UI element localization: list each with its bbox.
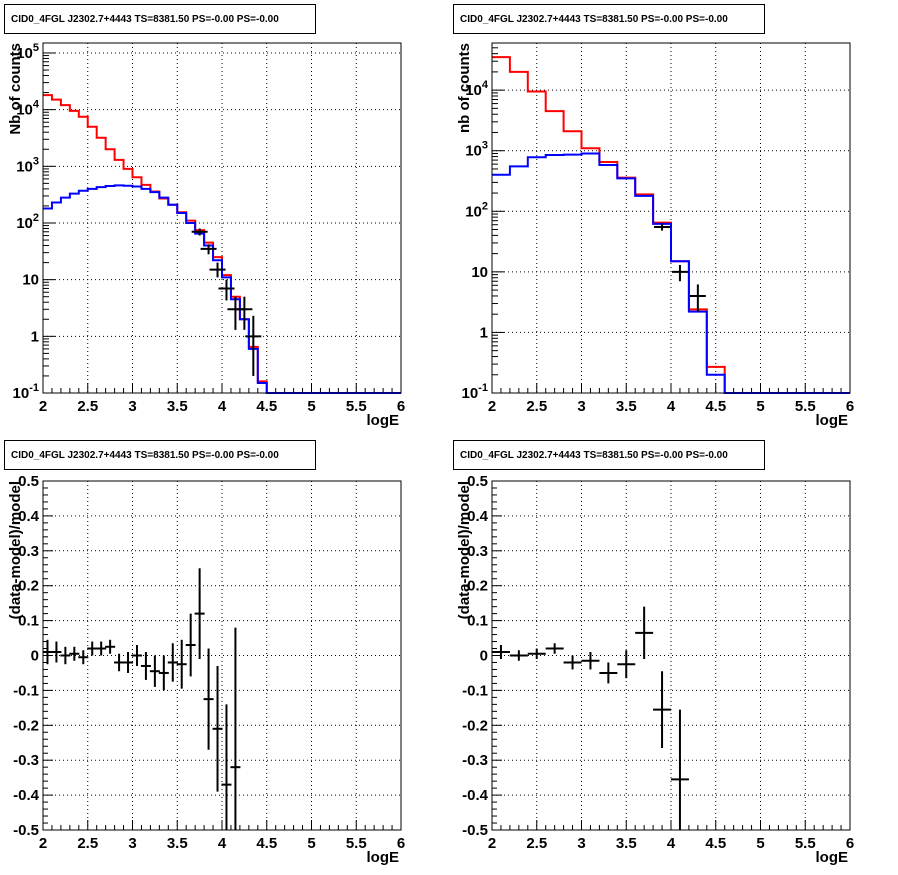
plot-frame bbox=[491, 42, 851, 394]
x-tick-label: 4.5 bbox=[256, 398, 277, 415]
y-axis-title: (data-model)/model bbox=[456, 481, 473, 619]
y-tick-label: 10 bbox=[22, 272, 39, 289]
chart-panel-2: CID0_4FGL J2302.7+4443 TS=8381.50 PS=-0.… bbox=[453, 4, 854, 429]
y-tick-label: 0 bbox=[480, 648, 488, 665]
title-box bbox=[4, 440, 316, 470]
y-tick-label: 0.3 bbox=[467, 543, 488, 560]
x-tick-label: 2.5 bbox=[77, 835, 98, 852]
x-tick-label: 6 bbox=[846, 398, 854, 415]
y-tick-label: 0.4 bbox=[18, 508, 40, 525]
x-tick-label: 2.5 bbox=[526, 398, 547, 415]
x-tick-label: 4 bbox=[218, 398, 227, 415]
x-tick-label: 4 bbox=[667, 398, 676, 415]
y-tick-label: -0.1 bbox=[13, 682, 39, 699]
y-tick-label: 0.2 bbox=[18, 578, 39, 595]
x-tick-label: 2.5 bbox=[526, 835, 547, 852]
x-tick-label: 2 bbox=[39, 835, 47, 852]
chart-title: CID0_4FGL J2302.7+4443 TS=8381.50 PS=-0.… bbox=[11, 450, 279, 461]
x-tick-label: 5.5 bbox=[346, 398, 367, 415]
x-tick-label: 3.5 bbox=[167, 398, 188, 415]
y-tick-label: 0.3 bbox=[18, 543, 39, 560]
x-axis-title: logE bbox=[816, 412, 849, 429]
y-tick-label: -0.4 bbox=[13, 787, 40, 804]
y-tick-label: -0.3 bbox=[462, 752, 488, 769]
y-tick-label: 104 bbox=[16, 99, 40, 119]
plot-frame bbox=[42, 42, 402, 394]
y-tick-label: 0.5 bbox=[18, 473, 39, 490]
x-tick-label: 6 bbox=[397, 398, 405, 415]
y-tick-label: 0 bbox=[31, 648, 39, 665]
y-tick-label: 1 bbox=[31, 328, 39, 345]
x-tick-label: 2 bbox=[39, 398, 47, 415]
chart-panel-1: CID0_4FGL J2302.7+4443 TS=8381.50 PS=-0.… bbox=[4, 4, 405, 429]
chart-title: CID0_4FGL J2302.7+4443 TS=8381.50 PS=-0.… bbox=[11, 14, 279, 25]
y-tick-label: 10 bbox=[471, 264, 488, 281]
y-tick-label: 0.2 bbox=[467, 578, 488, 595]
y-tick-label: 103 bbox=[16, 155, 39, 175]
x-tick-label: 3 bbox=[128, 835, 136, 852]
y-tick-label: 105 bbox=[16, 42, 39, 62]
y-tick-label: 10-1 bbox=[13, 382, 39, 402]
title-box bbox=[453, 440, 765, 470]
x-axis-title: logE bbox=[367, 849, 400, 866]
y-tick-label: -0.5 bbox=[13, 822, 39, 839]
x-tick-label: 5.5 bbox=[346, 835, 367, 852]
chart-panel-3: CID0_4FGL J2302.7+4443 TS=8381.50 PS=-0.… bbox=[4, 440, 405, 866]
y-tick-label: 0.5 bbox=[467, 473, 488, 490]
y-tick-label: -0.4 bbox=[462, 787, 489, 804]
x-tick-label: 5.5 bbox=[795, 835, 816, 852]
x-tick-label: 3 bbox=[577, 835, 585, 852]
x-tick-label: 4.5 bbox=[705, 835, 726, 852]
x-axis-title: logE bbox=[367, 412, 400, 429]
title-box bbox=[4, 4, 316, 34]
x-tick-label: 5 bbox=[756, 398, 764, 415]
chart-title: CID0_4FGL J2302.7+4443 TS=8381.50 PS=-0.… bbox=[460, 450, 728, 461]
y-tick-label: -0.2 bbox=[462, 717, 488, 734]
y-tick-label: 0.4 bbox=[467, 508, 489, 525]
plot-frame bbox=[42, 480, 402, 831]
y-tick-label: 1 bbox=[480, 324, 488, 341]
y-tick-label: -0.3 bbox=[13, 752, 39, 769]
y-tick-label: -0.5 bbox=[462, 822, 488, 839]
x-tick-label: 5 bbox=[307, 835, 315, 852]
y-tick-label: 0.1 bbox=[467, 613, 488, 630]
x-tick-label: 6 bbox=[397, 835, 405, 852]
y-axis-title: Nb of counts bbox=[7, 43, 24, 135]
title-box bbox=[453, 4, 765, 34]
x-tick-label: 2.5 bbox=[77, 398, 98, 415]
x-tick-label: 4.5 bbox=[256, 835, 277, 852]
y-tick-label: 0.1 bbox=[18, 613, 39, 630]
x-tick-label: 3 bbox=[577, 398, 585, 415]
x-tick-label: 3.5 bbox=[616, 398, 637, 415]
y-tick-label: 103 bbox=[465, 140, 488, 160]
series-line-2 bbox=[492, 152, 850, 394]
y-tick-label: -0.2 bbox=[13, 717, 39, 734]
y-tick-label: 102 bbox=[465, 200, 488, 220]
plot-frame bbox=[491, 480, 851, 831]
x-tick-label: 4 bbox=[667, 835, 676, 852]
x-tick-label: 3.5 bbox=[167, 835, 188, 852]
y-axis-title: nb of counts bbox=[456, 43, 473, 133]
x-tick-label: 4 bbox=[218, 835, 227, 852]
y-tick-label: -0.1 bbox=[462, 682, 488, 699]
chart-title: CID0_4FGL J2302.7+4443 TS=8381.50 PS=-0.… bbox=[460, 14, 728, 25]
y-tick-label: 10-1 bbox=[462, 382, 488, 402]
x-tick-label: 3.5 bbox=[616, 835, 637, 852]
y-axis-title: (data-model)/model bbox=[7, 481, 24, 619]
chart-panel-4: CID0_4FGL J2302.7+4443 TS=8381.50 PS=-0.… bbox=[453, 440, 854, 866]
x-axis-title: logE bbox=[816, 849, 849, 866]
x-tick-label: 5 bbox=[756, 835, 764, 852]
x-tick-label: 5.5 bbox=[795, 398, 816, 415]
x-tick-label: 6 bbox=[846, 835, 854, 852]
x-tick-label: 2 bbox=[488, 835, 496, 852]
x-tick-label: 4.5 bbox=[705, 398, 726, 415]
x-tick-label: 3 bbox=[128, 398, 136, 415]
x-tick-label: 2 bbox=[488, 398, 496, 415]
x-tick-label: 5 bbox=[307, 398, 315, 415]
y-tick-label: 104 bbox=[465, 79, 489, 99]
y-tick-label: 102 bbox=[16, 212, 39, 232]
